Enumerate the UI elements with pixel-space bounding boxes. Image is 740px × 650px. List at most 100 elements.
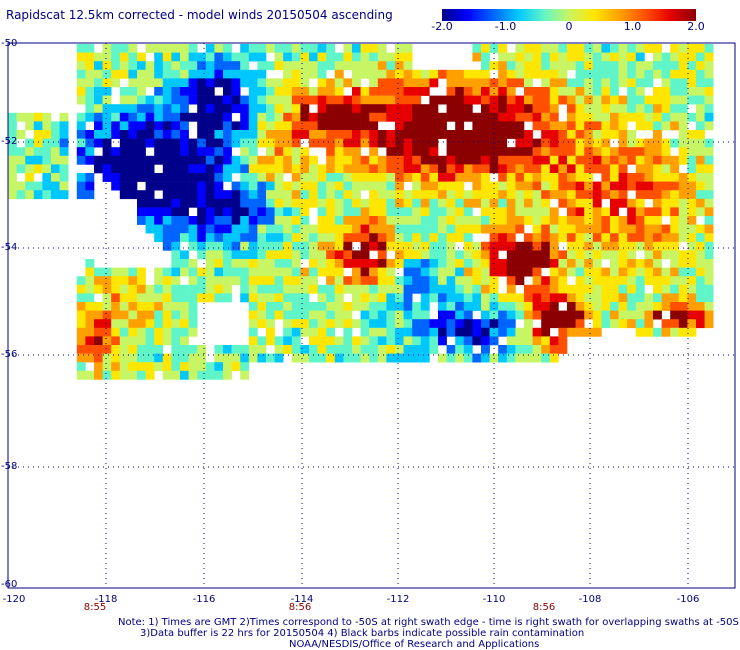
- wind-cell: [506, 147, 516, 157]
- wind-cell: [644, 121, 654, 131]
- wind-cell: [498, 259, 508, 268]
- wind-cell: [231, 233, 241, 243]
- wind-cell: [567, 121, 576, 131]
- wind-cell: [472, 190, 482, 200]
- wind-cell: [283, 241, 293, 251]
- wind-cell: [704, 181, 714, 191]
- wind-cell: [154, 95, 164, 105]
- wind-cell: [584, 138, 594, 148]
- wind-cell: [145, 224, 155, 234]
- wind-cell: [549, 284, 559, 294]
- wind-cell: [498, 207, 508, 217]
- wind-cell: [111, 52, 121, 62]
- wind-cell: [506, 87, 516, 96]
- wind-cell: [274, 267, 284, 277]
- wind-cell: [197, 224, 207, 234]
- wind-cell: [137, 284, 146, 294]
- wind-cell: [627, 241, 637, 251]
- wind-cell: [670, 241, 680, 251]
- wind-cell: [429, 130, 439, 139]
- wind-cell: [549, 293, 559, 303]
- wind-cell: [326, 267, 336, 277]
- wind-cell: [549, 121, 559, 131]
- wind-cell: [119, 147, 129, 157]
- wind-cell: [360, 293, 370, 303]
- wind-cell: [541, 155, 551, 165]
- wind-cell: [231, 345, 241, 354]
- wind-cell: [644, 233, 654, 243]
- wind-cell: [214, 44, 224, 53]
- wind-cell: [472, 267, 482, 277]
- wind-cell: [274, 181, 284, 191]
- wind-cell: [558, 181, 568, 191]
- wind-cell: [248, 241, 258, 251]
- wind-cell: [85, 181, 95, 191]
- wind-cell: [85, 52, 95, 62]
- wind-cell: [524, 138, 533, 148]
- wind-cell: [420, 241, 430, 251]
- wind-cell: [601, 164, 611, 174]
- wind-cell: [403, 336, 413, 346]
- wind-cell: [352, 121, 361, 131]
- wind-cell: [334, 138, 344, 148]
- wind-cell: [446, 319, 456, 329]
- wind-cell: [231, 353, 241, 363]
- wind-cell: [506, 284, 516, 294]
- wind-cell: [326, 310, 336, 320]
- wind-cell: [274, 138, 284, 148]
- wind-cell: [455, 78, 465, 88]
- wind-cell: [257, 267, 267, 277]
- wind-cell: [309, 250, 318, 260]
- wind-cell: [463, 284, 473, 294]
- wind-cell: [102, 319, 112, 329]
- wind-cell: [369, 327, 379, 337]
- wind-cell: [644, 44, 654, 53]
- wind-cell: [352, 173, 361, 182]
- wind-cell: [635, 44, 645, 53]
- wind-cell: [670, 250, 680, 260]
- wind-cell: [214, 69, 224, 79]
- wind-cell: [377, 259, 387, 268]
- wind-cell: [687, 95, 697, 105]
- wind-cell: [575, 155, 585, 165]
- wind-cell: [154, 87, 164, 96]
- wind-cell: [171, 224, 181, 234]
- wind-cell: [575, 138, 585, 148]
- wind-cell: [610, 164, 619, 174]
- wind-cell: [592, 310, 602, 320]
- wind-cell: [317, 87, 327, 96]
- wind-cell: [274, 310, 284, 320]
- wind-cell: [653, 130, 662, 139]
- wind-cell: [291, 310, 301, 320]
- wind-cell: [412, 241, 422, 251]
- wind-cell: [231, 250, 241, 260]
- wind-cell: [317, 259, 327, 268]
- wind-cell: [627, 78, 637, 88]
- wind-cell: [76, 147, 86, 157]
- wind-cell: [644, 147, 654, 157]
- wind-cell: [266, 95, 275, 105]
- wind-cell: [102, 69, 112, 79]
- wind-cell: [524, 216, 533, 225]
- wind-cell: [248, 345, 258, 354]
- wind-cell: [670, 181, 680, 191]
- wind-cell: [223, 44, 232, 53]
- wind-cell: [704, 267, 714, 277]
- wind-cell: [343, 130, 353, 139]
- wind-cell: [171, 198, 181, 208]
- wind-cell: [111, 319, 121, 329]
- wind-cell: [128, 69, 138, 79]
- wind-cell: [171, 284, 181, 294]
- wind-cell: [94, 327, 103, 337]
- wind-cell: [94, 345, 103, 354]
- wind-cell: [549, 216, 559, 225]
- wind-cell: [248, 207, 258, 217]
- wind-cell: [360, 138, 370, 148]
- wind-cell: [446, 353, 456, 363]
- wind-cell: [300, 353, 310, 363]
- wind-cell: [309, 69, 318, 79]
- wind-cell: [137, 336, 146, 346]
- wind-cell: [291, 164, 301, 174]
- wind-cell: [85, 293, 95, 303]
- wind-cell: [420, 198, 430, 208]
